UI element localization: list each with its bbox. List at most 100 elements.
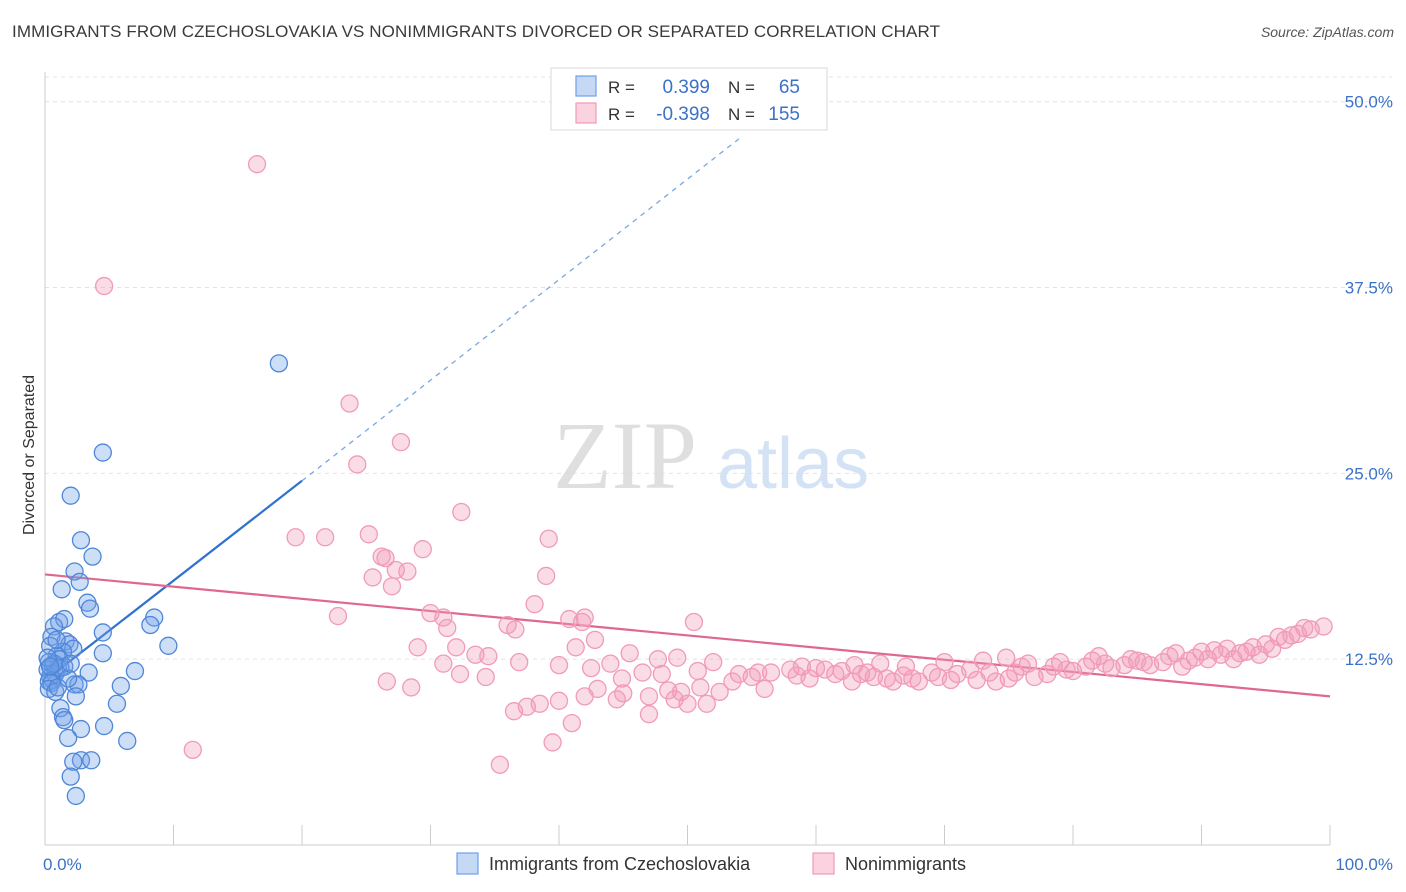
bottom-legend-label-pink: Nonimmigrants — [845, 854, 966, 874]
czechoslovakia-point — [69, 675, 88, 694]
nonimmigrant-point — [479, 647, 498, 666]
nonimmigrant-point — [452, 502, 471, 522]
nonimmigrant-point — [506, 620, 525, 639]
nonimmigrant-point — [575, 687, 594, 706]
x-tick-labels: 0.0% 100.0% — [43, 855, 1393, 874]
nonimmigrant-point — [665, 690, 684, 709]
nonimmigrant-point — [1063, 661, 1083, 681]
czechoslovakia-point — [64, 752, 83, 771]
watermark: ZIP atlas — [553, 402, 869, 509]
nonimmigrant-point — [871, 654, 890, 673]
nonimmigrant-point — [652, 664, 671, 684]
czechoslovakia-point — [82, 751, 101, 770]
czechoslovakia-point — [269, 354, 289, 373]
legend-r-value-pink: -0.398 — [656, 104, 710, 125]
nonimmigrant-point — [447, 638, 466, 657]
watermark-atlas: atlas — [717, 424, 869, 504]
nonimmigrant-point — [376, 548, 395, 568]
nonimmigrant-point — [761, 663, 781, 682]
nonimmigrant-point — [286, 528, 305, 547]
nonimmigrant-point — [328, 606, 348, 626]
nonimmigrant-point — [581, 658, 601, 678]
czechoslovakia-point — [125, 661, 145, 681]
nonimmigrant-point — [1166, 644, 1185, 663]
legend-n-label-pink: N = — [728, 105, 755, 124]
nonimmigrant-point — [755, 679, 774, 699]
nonimmigrant-point — [691, 678, 710, 697]
legend-r-value-blue: 0.399 — [662, 77, 710, 98]
nonimmigrant-point — [359, 525, 378, 544]
czechoslovakia-trend-dashed — [301, 138, 740, 482]
nonimmigrants-points — [94, 155, 1333, 774]
bottom-legend-label-blue: Immigrants from Czechoslovakia — [489, 854, 751, 874]
grid-lines — [45, 76, 1392, 660]
czechoslovakia-point — [66, 687, 85, 706]
nonimmigrant-point — [792, 657, 812, 676]
czechoslovakia-point — [64, 639, 83, 658]
y-tick-label-1: 25.0% — [1345, 464, 1393, 483]
czechoslovakia-point — [107, 694, 127, 713]
nonimmigrant-point — [562, 713, 581, 733]
nonimmigrant-point — [408, 638, 427, 657]
bottom-legend-swatch-blue — [456, 852, 479, 875]
czechoslovakia-point — [61, 654, 80, 673]
nonimmigrant-point — [684, 612, 704, 632]
czechoslovakia-point — [83, 547, 102, 566]
legend-r-label-blue: R = — [608, 78, 635, 97]
nonimmigrant-point — [781, 660, 800, 679]
czechoslovakia-point — [40, 657, 60, 676]
nonimmigrant-point — [1102, 658, 1121, 678]
legend-swatch-pink — [575, 102, 597, 124]
nonimmigrant-point — [382, 577, 402, 596]
czechoslovakia-point — [93, 623, 112, 642]
nonimmigrant-point — [566, 638, 585, 657]
nonimmigrant-point — [922, 663, 941, 682]
nonimmigrant-point — [434, 608, 453, 627]
nonimmigrant-point — [183, 740, 202, 760]
nonimmigrant-point — [601, 654, 620, 673]
nonimmigrant-point — [815, 660, 835, 679]
nonimmigrant-point — [398, 562, 417, 581]
nonimmigrant-point — [340, 394, 359, 413]
nonimmigrant-point — [986, 672, 1006, 691]
legend-swatch-blue — [575, 75, 597, 97]
nonimmigrant-point — [377, 672, 396, 691]
nonimmigrant-point — [1121, 650, 1140, 669]
nonimmigrant-point — [845, 655, 864, 675]
czechoslovakia-point — [52, 580, 71, 599]
nonimmigrant-point — [525, 595, 544, 614]
nonimmigrants-trend-line — [44, 573, 1331, 698]
nonimmigrant-point — [688, 661, 707, 681]
nonimmigrant-point — [438, 618, 457, 638]
nonimmigrant-point — [315, 528, 335, 547]
czechoslovakia-point — [94, 716, 114, 736]
bottom-legend-swatch-pink — [812, 852, 835, 875]
nonimmigrant-point — [704, 653, 723, 672]
watermark-zip: ZIP — [553, 402, 697, 509]
nonimmigrant-point — [633, 663, 652, 682]
czechoslovakia-point — [61, 486, 80, 505]
legend-n-value-pink: 155 — [768, 104, 800, 125]
nonimmigrant-point — [1051, 653, 1070, 672]
nonimmigrant-point — [935, 653, 954, 672]
nonimmigrant-point — [413, 540, 432, 559]
nonimmigrant-point — [842, 672, 862, 691]
nonimmigrant-point — [896, 657, 916, 676]
nonimmigrant-point — [585, 630, 605, 650]
nonimmigrant-point — [941, 670, 961, 690]
nonimmigrant-point — [961, 660, 980, 679]
nonimmigrant-point — [1025, 667, 1044, 687]
nonimmigrant-point — [391, 432, 411, 452]
y-tick-label-2: 37.5% — [1345, 279, 1393, 298]
czechoslovakia-point — [141, 615, 160, 635]
czechoslovakia-point — [80, 599, 100, 618]
nonimmigrant-point — [1295, 618, 1314, 638]
nonimmigrant-point — [659, 681, 678, 700]
czechoslovakia-point — [93, 443, 112, 462]
nonimmigrant-point — [710, 682, 729, 702]
czechoslovakia-point — [71, 751, 91, 770]
nonimmigrant-point — [247, 155, 267, 174]
nonimmigrant-point — [1012, 657, 1031, 676]
nonimmigrant-point — [476, 667, 495, 687]
